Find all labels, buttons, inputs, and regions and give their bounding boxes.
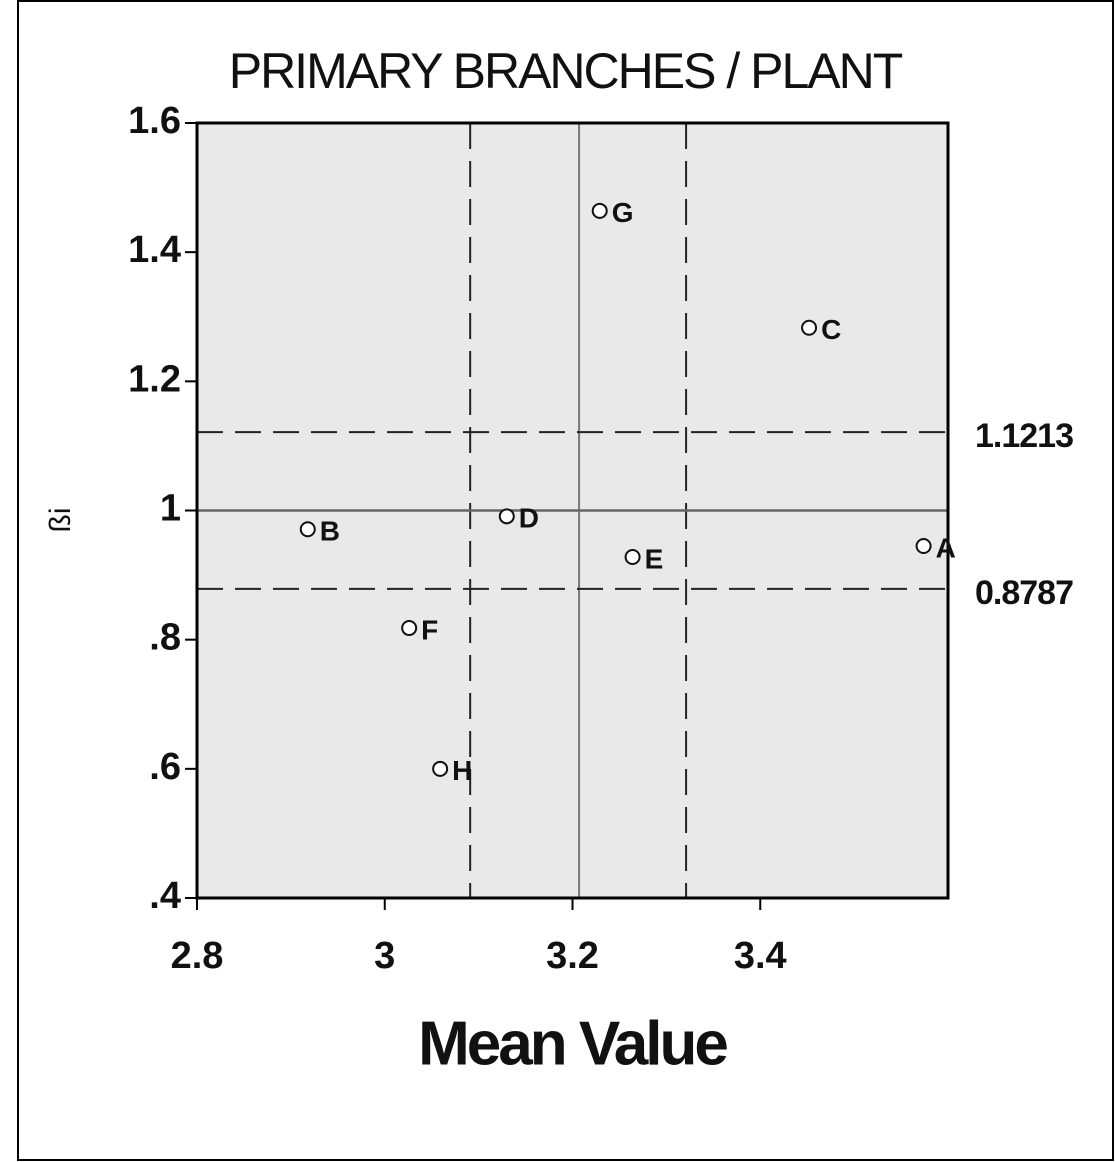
y-tick-label: 1.4 [128, 229, 181, 271]
reference-label: 1.1213 [975, 417, 1073, 455]
point [432, 760, 449, 777]
x-tick-label: 3 [374, 935, 395, 977]
y-tick-label: 1.6 [128, 100, 181, 142]
point-label: A [936, 532, 956, 563]
y-tick-label: .4 [149, 875, 181, 917]
x-tick-label: 3.4 [734, 935, 787, 977]
point-label: C [821, 314, 841, 345]
frame [17, 0, 1114, 1161]
point-label: H [452, 755, 472, 786]
point [401, 620, 418, 637]
point-label: D [519, 503, 539, 534]
x-tick-label: 2.8 [171, 935, 224, 977]
point-label: G [612, 197, 634, 228]
reference-label: 0.8787 [975, 574, 1073, 612]
point [915, 538, 932, 555]
point-label: E [645, 543, 664, 574]
plot-border [195, 121, 950, 900]
x-tick-label: 3.2 [546, 935, 599, 977]
point [498, 508, 515, 525]
y-axis-label: ßi [44, 508, 77, 533]
point-label: B [320, 516, 340, 547]
point [591, 202, 608, 219]
chart-title: PRIMARY BRANCHES / PLANT [229, 43, 903, 99]
point [624, 549, 641, 565]
point [299, 521, 316, 538]
y-tick-label: .8 [149, 617, 181, 659]
y-tick-label: 1 [160, 488, 181, 530]
y-tick-label: .6 [149, 746, 181, 788]
point [801, 319, 818, 336]
point-label: F [421, 614, 438, 645]
y-tick-label: 1.2 [128, 358, 181, 400]
x-axis-label: Mean Value [418, 1009, 727, 1078]
